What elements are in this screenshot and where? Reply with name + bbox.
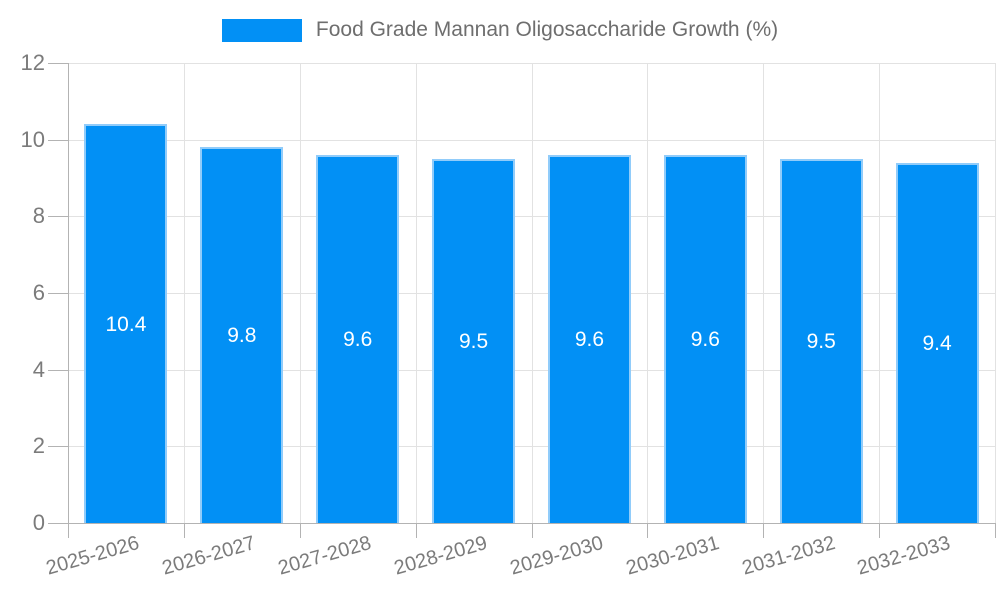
- y-axis-tick-label: 8: [32, 203, 45, 229]
- y-axis-tick: [48, 293, 68, 294]
- x-axis-tick: [299, 523, 301, 538]
- y-axis-tick: [48, 63, 68, 64]
- x-gridline: [647, 63, 649, 523]
- y-axis-tick: [48, 369, 68, 371]
- x-axis-tick-label: 2028-2029: [391, 532, 490, 580]
- x-gridline: [299, 63, 301, 523]
- legend-label: Food Grade Mannan Oligosaccharide Growth…: [315, 18, 779, 41]
- y-axis-tick: [48, 523, 68, 524]
- bar[interactable]: 9.5: [432, 158, 516, 523]
- bar-value-label: 9.6: [574, 328, 605, 351]
- x-axis-tick-label: 2032-2033: [855, 532, 954, 580]
- bar[interactable]: 9.6: [547, 155, 631, 523]
- x-axis-tick: [995, 523, 996, 538]
- x-gridline: [531, 63, 533, 523]
- x-axis-tick: [647, 523, 649, 538]
- x-axis-tick: [531, 523, 533, 538]
- x-axis-tick-label: 2029-2030: [507, 532, 606, 580]
- y-axis-tick: [48, 216, 68, 218]
- bar[interactable]: 10.4: [84, 124, 168, 523]
- x-gridline: [68, 63, 69, 523]
- bar[interactable]: 9.6: [663, 155, 747, 523]
- bar-value-label: 9.6: [690, 328, 720, 351]
- bar-value-label: 9.5: [806, 329, 836, 353]
- bar-value-label: 9.4: [922, 331, 952, 355]
- x-gridline: [183, 63, 185, 523]
- x-axis-tick-label: 2027-2028: [275, 532, 374, 580]
- y-axis-tick: [48, 446, 68, 448]
- x-axis-tick-label: 2026-2027: [159, 532, 258, 580]
- chart-legend-item[interactable]: Food Grade Mannan Oligosaccharide Growth…: [0, 18, 1000, 42]
- y-axis-tick-label: 12: [20, 50, 45, 75]
- bar[interactable]: 9.4: [895, 162, 979, 523]
- x-axis-tick: [68, 523, 69, 538]
- y-axis-tick-label: 2: [32, 433, 45, 459]
- x-gridline: [763, 63, 765, 523]
- x-gridline: [415, 63, 417, 523]
- x-gridline: [995, 63, 996, 523]
- x-axis-tick: [415, 523, 417, 538]
- x-axis-tick-label: 2025-2026: [43, 532, 143, 580]
- x-axis-tick-label: 2030-2031: [623, 532, 722, 580]
- bar-value-label: 9.6: [343, 328, 373, 351]
- y-axis-tick-label: 0: [32, 510, 45, 535]
- legend-swatch: [221, 18, 302, 42]
- bar-value-label: 9.5: [458, 329, 489, 353]
- y-axis-tick-label: 10: [20, 126, 45, 152]
- x-axis-tick: [763, 523, 765, 538]
- x-axis-tick-label: 2031-2032: [739, 532, 838, 580]
- bar[interactable]: 9.5: [779, 158, 863, 523]
- bar-value-label: 10.4: [105, 312, 147, 336]
- x-axis-tick: [183, 523, 185, 538]
- bar[interactable]: 9.8: [200, 147, 284, 523]
- bar[interactable]: 9.6: [316, 155, 400, 523]
- x-axis-tick: [879, 523, 881, 538]
- y-axis-tick: [48, 139, 68, 141]
- y-axis-tick-label: 6: [32, 280, 45, 305]
- x-gridline: [879, 63, 881, 523]
- y-axis-tick-label: 4: [32, 356, 45, 382]
- bar-value-label: 9.8: [227, 324, 257, 348]
